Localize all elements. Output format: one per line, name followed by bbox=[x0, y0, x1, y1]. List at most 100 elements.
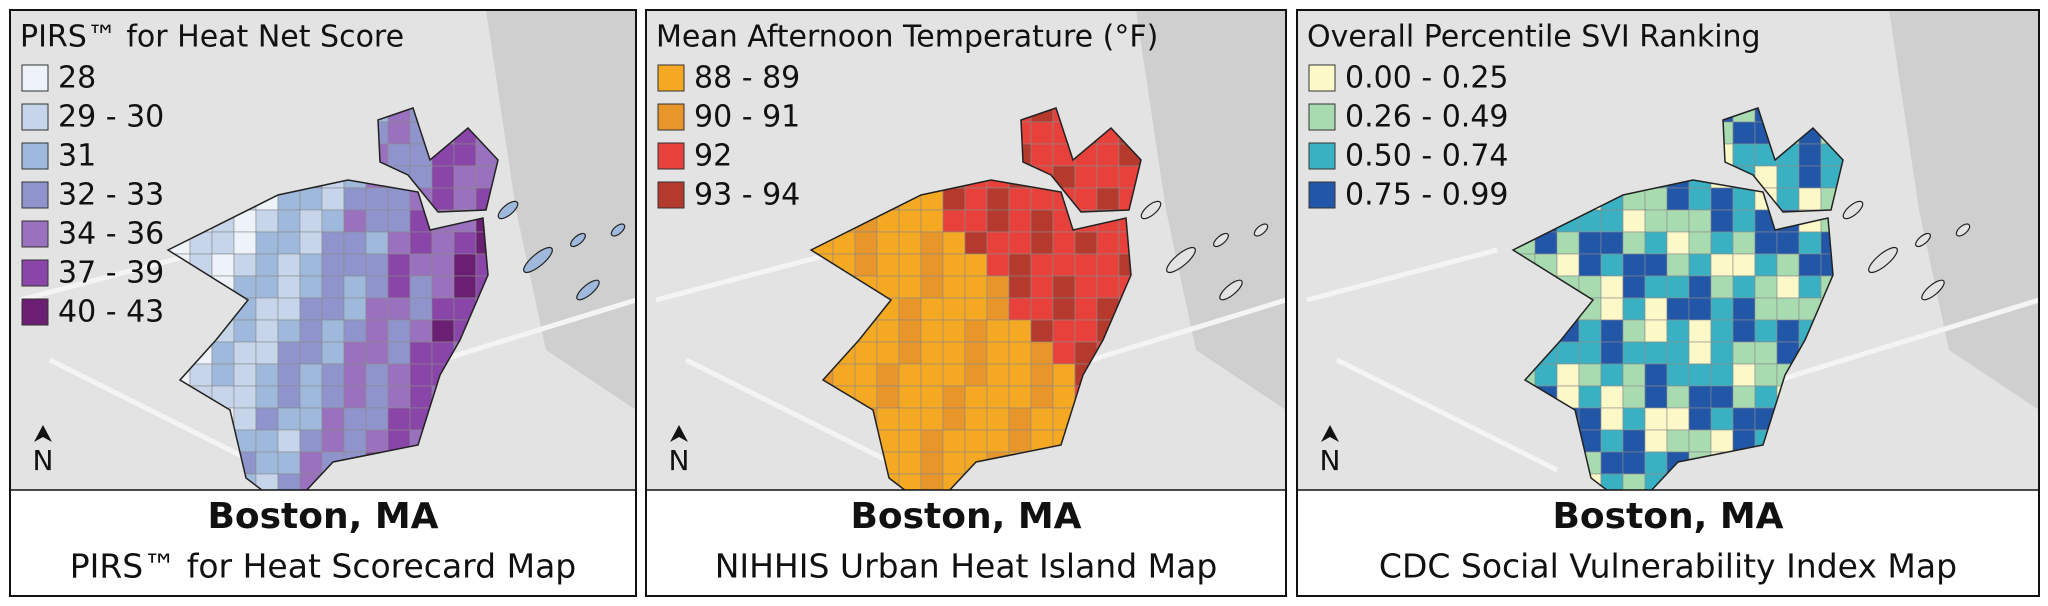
north-label: N bbox=[1320, 444, 1341, 477]
legend-label: 32 - 33 bbox=[58, 178, 164, 213]
tract bbox=[1008, 275, 1032, 299]
tract bbox=[277, 341, 301, 365]
tract bbox=[277, 231, 301, 255]
tract bbox=[277, 297, 301, 321]
tract bbox=[211, 231, 235, 255]
tract bbox=[1030, 253, 1054, 277]
tract bbox=[1666, 275, 1690, 299]
tract bbox=[211, 341, 235, 365]
tract bbox=[1556, 363, 1580, 387]
tract bbox=[431, 297, 455, 321]
tract bbox=[1666, 297, 1690, 321]
road bbox=[48, 357, 272, 473]
tract bbox=[1096, 275, 1120, 299]
tract bbox=[1622, 275, 1646, 299]
tract bbox=[1622, 407, 1646, 431]
panel-border bbox=[9, 9, 637, 597]
tract bbox=[365, 363, 389, 387]
tract bbox=[1622, 385, 1646, 409]
legend-label: 90 - 91 bbox=[694, 100, 800, 135]
legend-swatch bbox=[21, 181, 49, 209]
tract bbox=[1644, 319, 1668, 343]
tract bbox=[387, 319, 411, 343]
legend-swatch bbox=[1308, 181, 1336, 209]
island bbox=[1842, 200, 1864, 220]
tract bbox=[942, 275, 966, 299]
tract bbox=[898, 297, 922, 321]
tract bbox=[1732, 297, 1756, 321]
tract bbox=[1600, 209, 1624, 233]
island bbox=[576, 279, 600, 301]
tract bbox=[365, 231, 389, 255]
tract bbox=[1710, 363, 1734, 387]
legend-label: 0.26 - 0.49 bbox=[1345, 100, 1509, 135]
tract bbox=[299, 341, 323, 365]
caption-title: Boston, MA bbox=[850, 496, 1081, 537]
tract bbox=[920, 451, 944, 475]
tract bbox=[1096, 231, 1120, 255]
legend-swatch bbox=[21, 103, 49, 131]
tract bbox=[1798, 275, 1822, 299]
tract bbox=[1556, 231, 1580, 255]
legend-swatch bbox=[657, 142, 685, 170]
tract bbox=[1644, 363, 1668, 387]
tract bbox=[321, 385, 345, 409]
tract bbox=[1710, 319, 1734, 343]
tract bbox=[1776, 231, 1800, 255]
tract bbox=[1666, 429, 1690, 453]
tract bbox=[1798, 231, 1822, 255]
legend-label: 31 bbox=[58, 139, 96, 174]
tract bbox=[343, 209, 367, 233]
road bbox=[1778, 297, 2040, 383]
tract bbox=[1578, 319, 1602, 343]
tract bbox=[1688, 319, 1712, 343]
tract bbox=[255, 407, 279, 431]
tract bbox=[964, 385, 988, 409]
tract bbox=[854, 341, 878, 365]
tract bbox=[1688, 297, 1712, 321]
island bbox=[1955, 223, 1971, 237]
tract bbox=[942, 451, 966, 475]
tract bbox=[986, 407, 1010, 431]
tract bbox=[1754, 297, 1778, 321]
tract bbox=[1732, 407, 1756, 431]
tract bbox=[1008, 363, 1032, 387]
tract bbox=[986, 297, 1010, 321]
tract bbox=[321, 297, 345, 321]
tract bbox=[1666, 253, 1690, 277]
tract bbox=[942, 363, 966, 387]
tract bbox=[255, 231, 279, 255]
tract bbox=[1008, 319, 1032, 343]
island bbox=[1915, 232, 1931, 248]
tract bbox=[876, 231, 900, 255]
tract bbox=[876, 341, 900, 365]
tract bbox=[1754, 319, 1778, 343]
tract bbox=[343, 429, 367, 453]
tract bbox=[1622, 341, 1646, 365]
tract bbox=[1008, 429, 1032, 453]
legend-swatch bbox=[1308, 142, 1336, 170]
tract bbox=[1008, 253, 1032, 277]
tract bbox=[277, 253, 301, 277]
tract bbox=[343, 187, 367, 211]
island bbox=[570, 232, 586, 248]
tract bbox=[1008, 407, 1032, 431]
tract bbox=[277, 385, 301, 409]
legend-swatch bbox=[657, 64, 685, 92]
tract bbox=[1008, 297, 1032, 321]
tract bbox=[898, 385, 922, 409]
tract bbox=[986, 253, 1010, 277]
tract bbox=[920, 407, 944, 431]
tract bbox=[876, 319, 900, 343]
tract bbox=[1578, 385, 1602, 409]
tract bbox=[1052, 319, 1076, 343]
tract bbox=[365, 407, 389, 431]
tract bbox=[431, 187, 455, 211]
tract bbox=[453, 231, 477, 255]
tract bbox=[1798, 187, 1822, 211]
tract bbox=[1622, 429, 1646, 453]
tract bbox=[1600, 407, 1624, 431]
tract bbox=[321, 363, 345, 387]
tract bbox=[387, 231, 411, 255]
tract bbox=[1732, 231, 1756, 255]
